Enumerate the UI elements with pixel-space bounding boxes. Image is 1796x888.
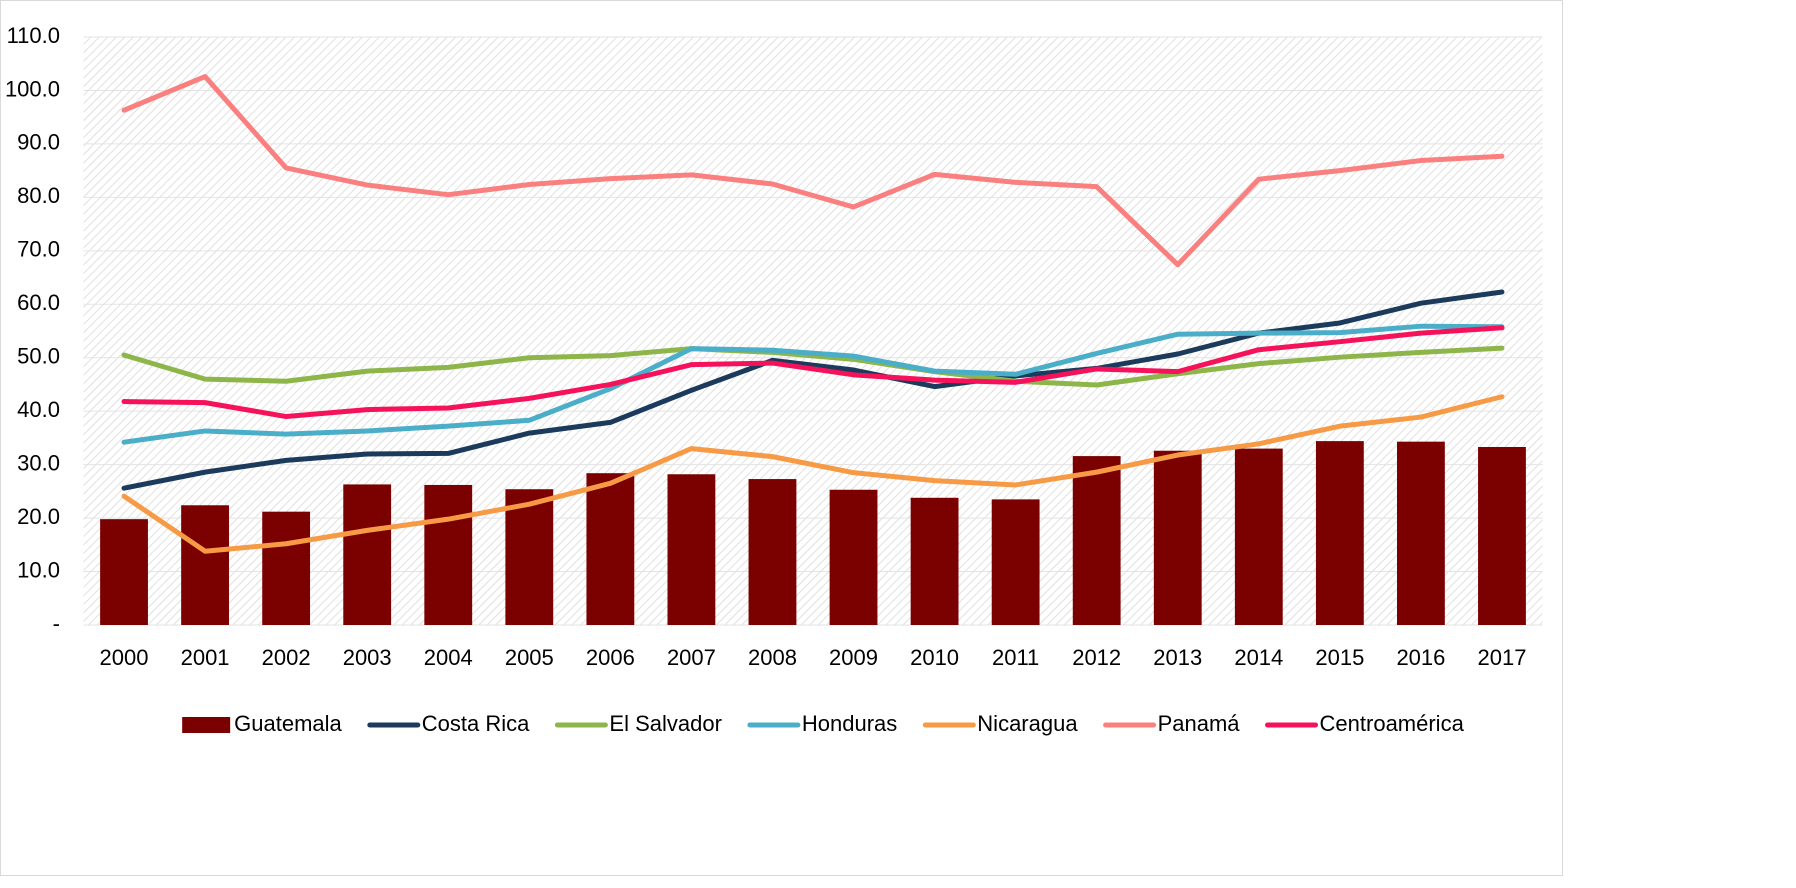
x-tick-label: 2000 [100,645,149,670]
bar [667,474,716,625]
bar [829,489,878,625]
legend-label: Panamá [1158,711,1241,736]
bar [1072,456,1121,625]
y-tick-label: 40.0 [17,397,60,422]
bar [424,484,473,625]
x-tick-label: 2009 [829,645,878,670]
line-series [121,323,1505,445]
bar [991,499,1040,625]
bar [910,497,959,625]
x-tick-label: 2017 [1477,645,1526,670]
x-tick-label: 2007 [667,645,716,670]
y-tick-label: 70.0 [17,237,60,262]
legend-label: Guatemala [234,711,342,736]
y-tick-label: 30.0 [17,450,60,475]
y-tick-label: 90.0 [17,130,60,155]
x-tick-label: 2006 [586,645,635,670]
legend-label: Centroamérica [1320,711,1465,736]
bar [1397,441,1445,625]
x-tick-label: 2012 [1072,645,1121,670]
legend-label: Costa Rica [422,711,530,736]
bar [1234,448,1283,625]
y-tick-label: 80.0 [17,183,60,208]
line-series [121,345,1505,388]
x-tick-label: 2001 [181,645,230,670]
x-tick-label: 2016 [1396,645,1445,670]
y-tick-label: 60.0 [17,290,60,315]
bar [586,473,635,625]
line-series [121,74,1505,268]
bar [181,505,229,625]
bar [262,511,311,625]
x-tick-label: 2010 [910,645,959,670]
bar [343,484,392,625]
x-tick-label: 2004 [424,645,473,670]
x-tick-label: 2003 [343,645,392,670]
legend-label: El Salvador [609,711,722,736]
y-tick-label: 10.0 [17,557,60,582]
bar [1315,441,1364,625]
bar [505,489,554,625]
y-tick-label: 100.0 [5,76,60,101]
x-tick-label: 2015 [1315,645,1364,670]
x-tick-label: 2013 [1153,645,1202,670]
x-tick-label: 2005 [505,645,554,670]
line-series [121,394,1505,554]
y-tick-label: - [53,611,60,636]
line-series [121,325,1505,420]
legend-label: Nicaragua [977,711,1078,736]
legend-swatch [182,717,231,733]
legend-label: Honduras [802,711,897,736]
x-tick-label: 2011 [992,645,1039,670]
y-tick-label: 110.0 [7,23,60,48]
y-tick-label: 50.0 [17,344,60,369]
bar [748,479,797,625]
x-tick-label: 2002 [262,645,311,670]
bar [1478,446,1526,625]
bar [1153,450,1202,625]
x-tick-label: 2014 [1234,645,1283,670]
y-tick-label: 20.0 [17,504,60,529]
x-tick-label: 2008 [748,645,797,670]
bar [100,519,148,625]
